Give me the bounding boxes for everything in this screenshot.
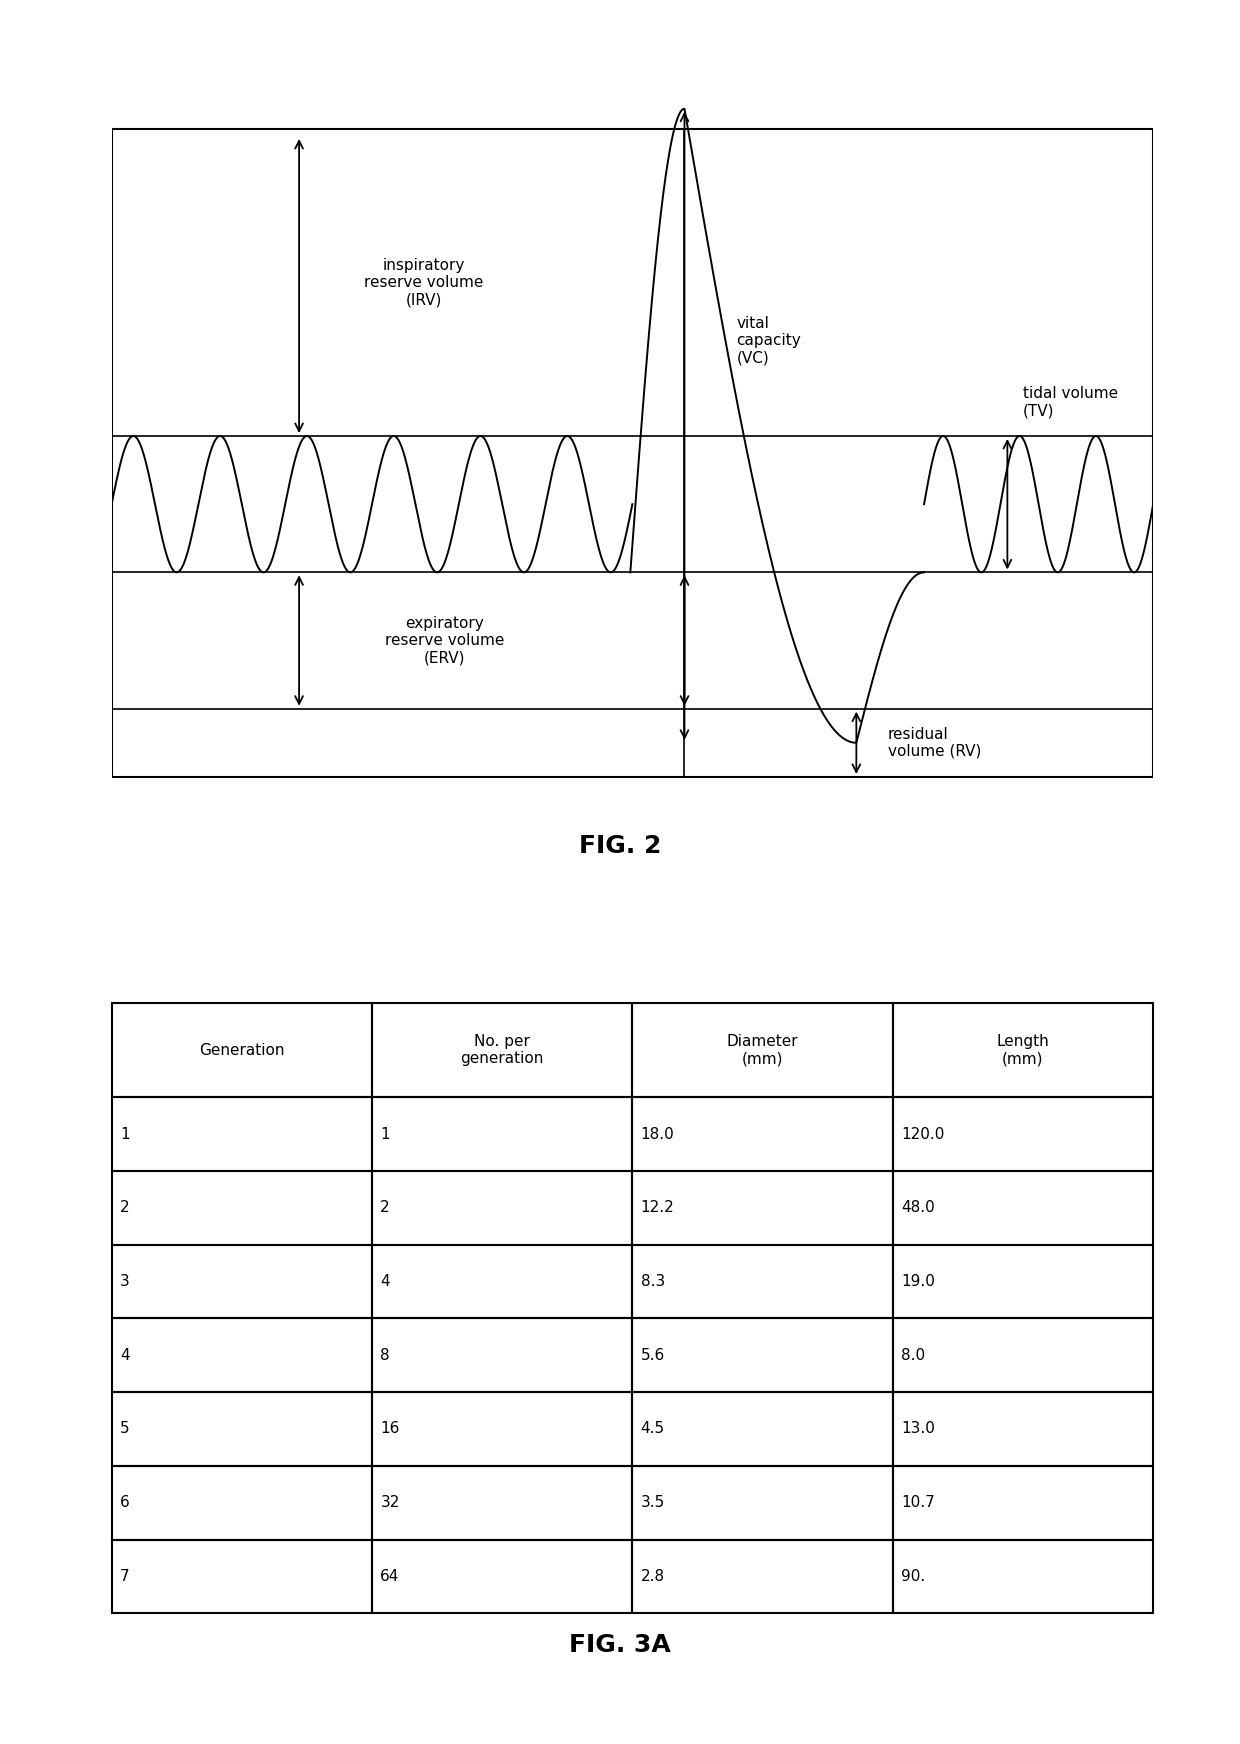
- Text: No. per
generation: No. per generation: [460, 1034, 544, 1066]
- Text: 3: 3: [120, 1275, 130, 1289]
- Text: 90.: 90.: [901, 1570, 925, 1584]
- Text: Generation: Generation: [200, 1043, 284, 1057]
- Bar: [632, 1003, 893, 1097]
- Text: 19.0: 19.0: [901, 1275, 935, 1289]
- Text: Length
(mm): Length (mm): [997, 1034, 1049, 1066]
- Bar: [372, 1318, 632, 1392]
- Text: 8.0: 8.0: [901, 1348, 925, 1362]
- Bar: [632, 1465, 893, 1540]
- Bar: [112, 1392, 372, 1465]
- Text: 18.0: 18.0: [641, 1127, 675, 1142]
- Text: 4: 4: [120, 1348, 129, 1362]
- Bar: [372, 1172, 632, 1245]
- Text: 1: 1: [120, 1127, 129, 1142]
- Bar: [893, 1003, 1153, 1097]
- Bar: [893, 1318, 1153, 1392]
- Bar: [372, 1097, 632, 1172]
- Text: vital
capacity
(VC): vital capacity (VC): [737, 316, 801, 366]
- Bar: [112, 1465, 372, 1540]
- Bar: [112, 129, 1153, 776]
- Bar: [632, 1540, 893, 1613]
- Bar: [632, 1318, 893, 1392]
- Text: residual
volume (RV): residual volume (RV): [888, 727, 981, 759]
- Text: 4: 4: [381, 1275, 389, 1289]
- Bar: [893, 1245, 1153, 1318]
- Text: 5: 5: [120, 1421, 129, 1437]
- Text: Diameter
(mm): Diameter (mm): [727, 1034, 799, 1066]
- Bar: [372, 1003, 632, 1097]
- Bar: [372, 1540, 632, 1613]
- Text: 12.2: 12.2: [641, 1200, 675, 1216]
- Bar: [112, 1245, 372, 1318]
- Text: 16: 16: [381, 1421, 399, 1437]
- Text: 3.5: 3.5: [641, 1495, 665, 1510]
- Text: 4.5: 4.5: [641, 1421, 665, 1437]
- Text: 120.0: 120.0: [901, 1127, 945, 1142]
- Bar: [112, 1318, 372, 1392]
- Text: tidal volume
(TV): tidal volume (TV): [1023, 385, 1118, 419]
- Bar: [893, 1465, 1153, 1540]
- Bar: [893, 1540, 1153, 1613]
- Text: 64: 64: [381, 1570, 399, 1584]
- Text: 10.7: 10.7: [901, 1495, 935, 1510]
- Text: 2: 2: [381, 1200, 389, 1216]
- Text: 48.0: 48.0: [901, 1200, 935, 1216]
- Bar: [112, 1540, 372, 1613]
- Text: 7: 7: [120, 1570, 129, 1584]
- Bar: [632, 1245, 893, 1318]
- Bar: [112, 1172, 372, 1245]
- Bar: [893, 1172, 1153, 1245]
- Text: FIG. 2: FIG. 2: [579, 834, 661, 858]
- Text: 2.8: 2.8: [641, 1570, 665, 1584]
- Bar: [372, 1465, 632, 1540]
- Text: 8.3: 8.3: [641, 1275, 665, 1289]
- Bar: [632, 1172, 893, 1245]
- Bar: [112, 1003, 372, 1097]
- Text: 8: 8: [381, 1348, 389, 1362]
- Text: 13.0: 13.0: [901, 1421, 935, 1437]
- Text: 2: 2: [120, 1200, 129, 1216]
- Bar: [372, 1392, 632, 1465]
- Text: 6: 6: [120, 1495, 130, 1510]
- Text: 1: 1: [381, 1127, 389, 1142]
- Bar: [112, 1097, 372, 1172]
- Text: inspiratory
reserve volume
(IRV): inspiratory reserve volume (IRV): [365, 258, 484, 307]
- Bar: [372, 1245, 632, 1318]
- Text: 32: 32: [381, 1495, 399, 1510]
- Text: 5.6: 5.6: [641, 1348, 665, 1362]
- Bar: [632, 1392, 893, 1465]
- Text: expiratory
reserve volume
(ERV): expiratory reserve volume (ERV): [386, 616, 505, 666]
- Text: FIG. 3A: FIG. 3A: [569, 1632, 671, 1657]
- Bar: [893, 1392, 1153, 1465]
- Bar: [632, 1097, 893, 1172]
- Bar: [893, 1097, 1153, 1172]
